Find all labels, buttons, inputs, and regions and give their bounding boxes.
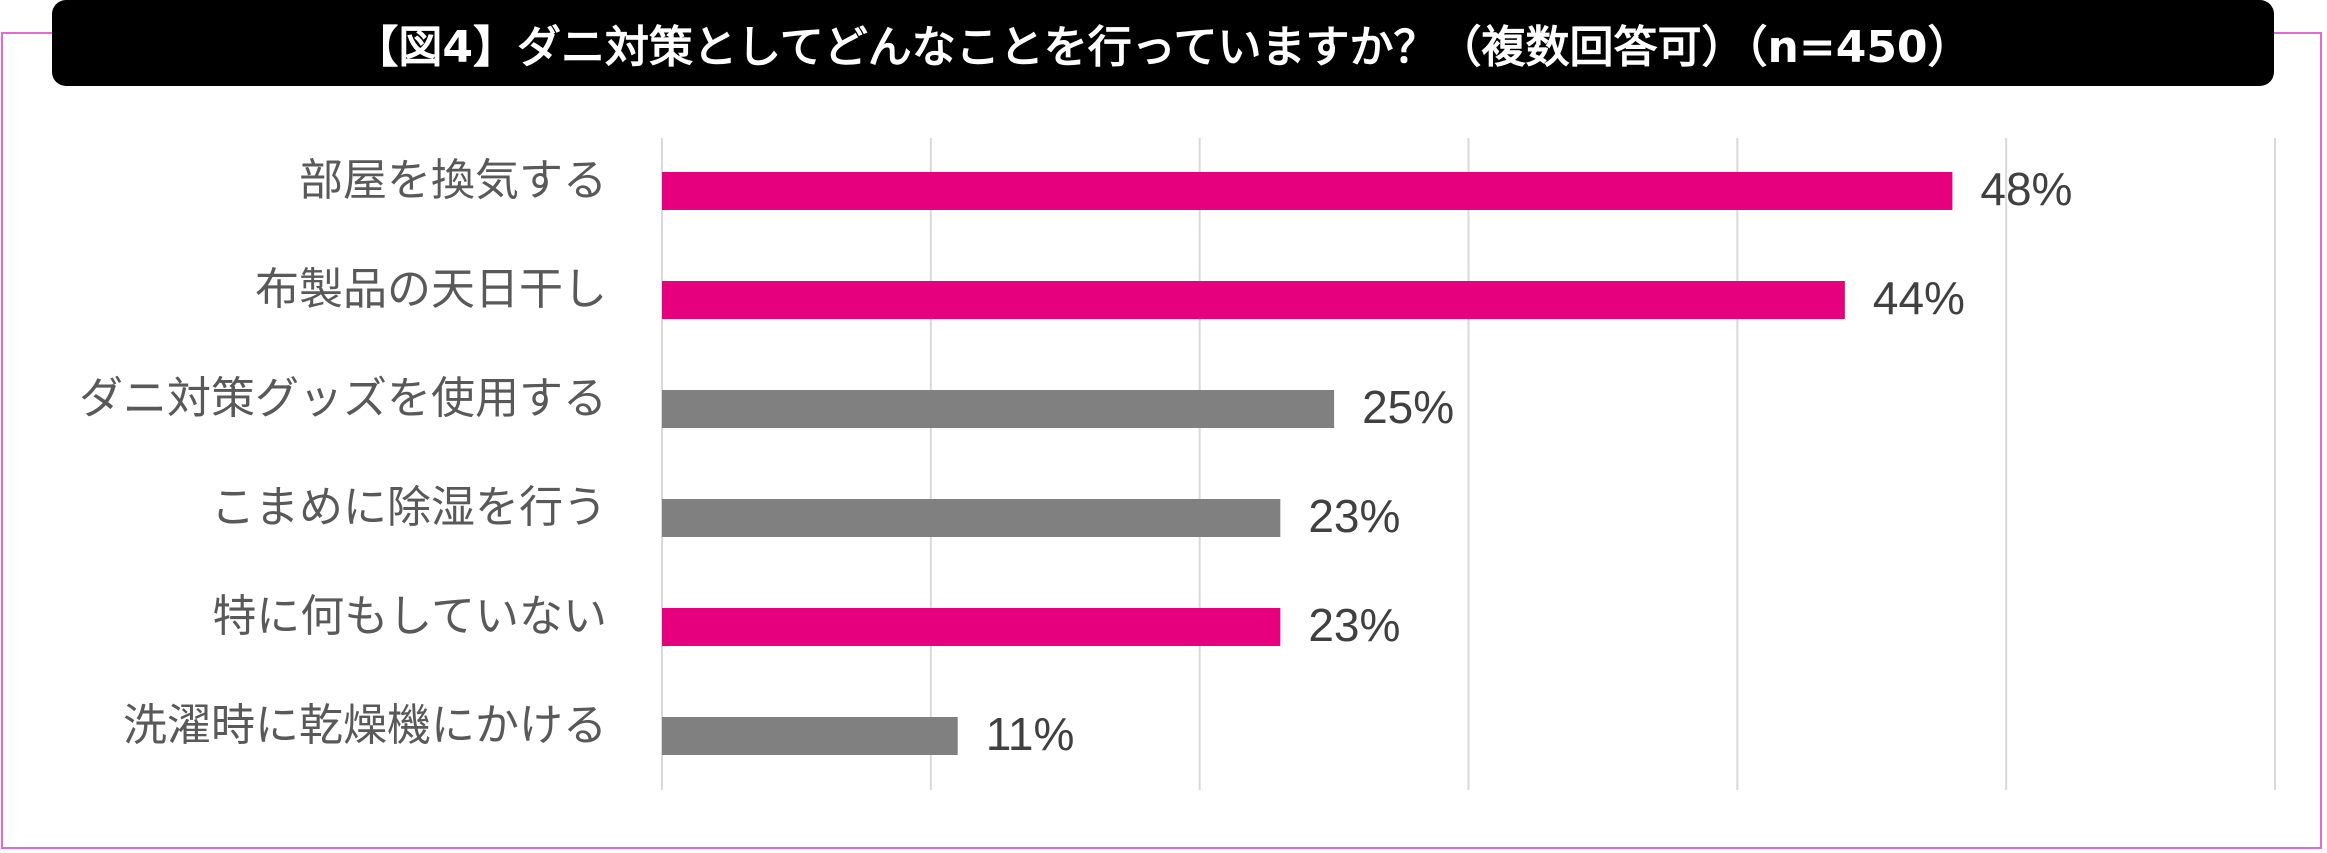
bar-3: [662, 499, 1281, 537]
value-label-0: 48%: [1980, 163, 2072, 215]
bar-2: [662, 390, 1335, 428]
labels: 部屋を換気する 48% 布製品の天日干し 44% ダニ対策グッズを使用する 25% こまめに…: [79, 155, 2072, 760]
gridlines: [661, 138, 2276, 790]
category-label-2: ダニ対策グッズを使用する: [79, 373, 607, 424]
category-label-1: 布製品の天日干し: [255, 264, 607, 315]
category-label-3: こまめに除湿を行う: [211, 482, 607, 533]
bar-4: [662, 608, 1281, 646]
category-label-0: 部屋を換気する: [299, 155, 607, 206]
value-label-4: 23%: [1308, 599, 1400, 651]
bar-1: [662, 281, 1845, 319]
chart-title: 【図4】ダニ対策としてどんなことを行っていますか？（複数回答可）（n=450）: [354, 22, 1972, 73]
bar-5: [662, 717, 958, 755]
value-label-3: 23%: [1308, 490, 1400, 542]
chart-title-bar: 【図4】ダニ対策としてどんなことを行っていますか？（複数回答可）（n=450）: [52, 0, 2274, 86]
bars: [662, 172, 1953, 755]
category-label-5: 洗濯時に乾燥機にかける: [123, 700, 607, 751]
bar-0: [662, 172, 1953, 210]
category-label-4: 特に何もしていない: [212, 591, 607, 642]
value-label-1: 44%: [1873, 272, 1965, 324]
value-label-5: 11%: [986, 708, 1075, 760]
value-label-2: 25%: [1362, 381, 1454, 433]
